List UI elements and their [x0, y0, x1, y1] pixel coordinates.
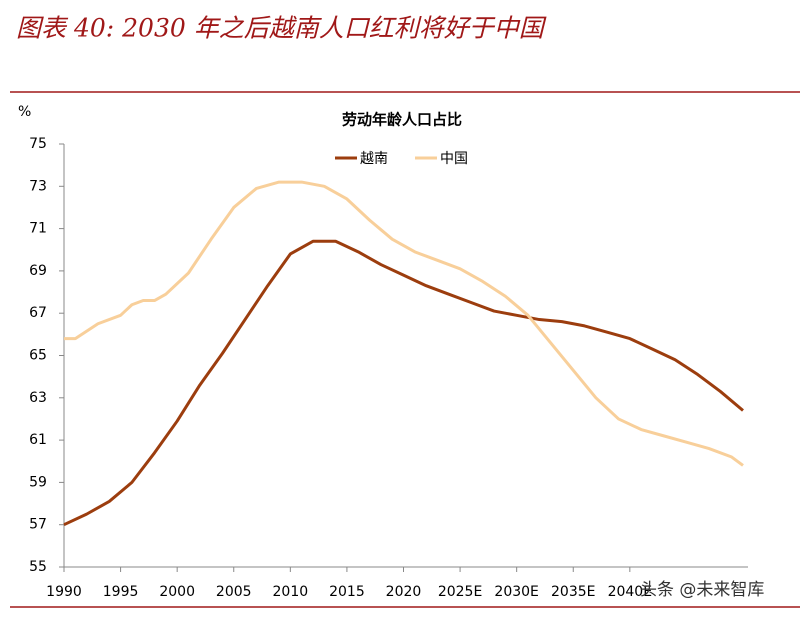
chart-title: 劳动年龄人口占比 [342, 111, 462, 129]
legend-label: 越南 [360, 151, 388, 167]
y-tick-label: 69 [29, 263, 47, 279]
y-tick-label: 61 [29, 432, 47, 448]
x-tick-label: 2005 [216, 584, 252, 600]
x-tick-label: 2010 [273, 584, 309, 600]
series-line [63, 239, 744, 527]
x-tick-label: 2020 [386, 584, 422, 600]
y-tick-label: 71 [29, 221, 47, 237]
series-line [64, 180, 744, 467]
x-tick-label: 1995 [103, 584, 139, 600]
x-tick-label: 2025E [438, 584, 482, 600]
y-tick-label: 63 [29, 390, 47, 406]
x-tick-label: 2035E [551, 584, 595, 600]
legend-label: 中国 [440, 151, 468, 167]
y-tick-label: 55 [29, 559, 47, 575]
y-tick-label: 57 [29, 517, 47, 533]
x-tick-label: 2030E [494, 584, 538, 600]
watermark: 头条 @未来智库 [640, 580, 764, 600]
y-tick-label: 67 [29, 305, 47, 321]
y-tick-label: 59 [29, 474, 47, 490]
header-title: 图表 40: 2030 年之后越南人口红利将好于中国 [16, 14, 547, 43]
y-axis-label: % [18, 104, 31, 120]
x-tick-label: 2015 [329, 584, 365, 600]
x-tick-label: 2040E [608, 584, 652, 600]
y-tick-label: 65 [29, 348, 47, 364]
x-tick-label: 1990 [46, 584, 82, 600]
x-tick-label: 2000 [159, 584, 195, 600]
y-tick-label: 75 [29, 136, 47, 152]
y-tick-label: 73 [29, 178, 47, 194]
